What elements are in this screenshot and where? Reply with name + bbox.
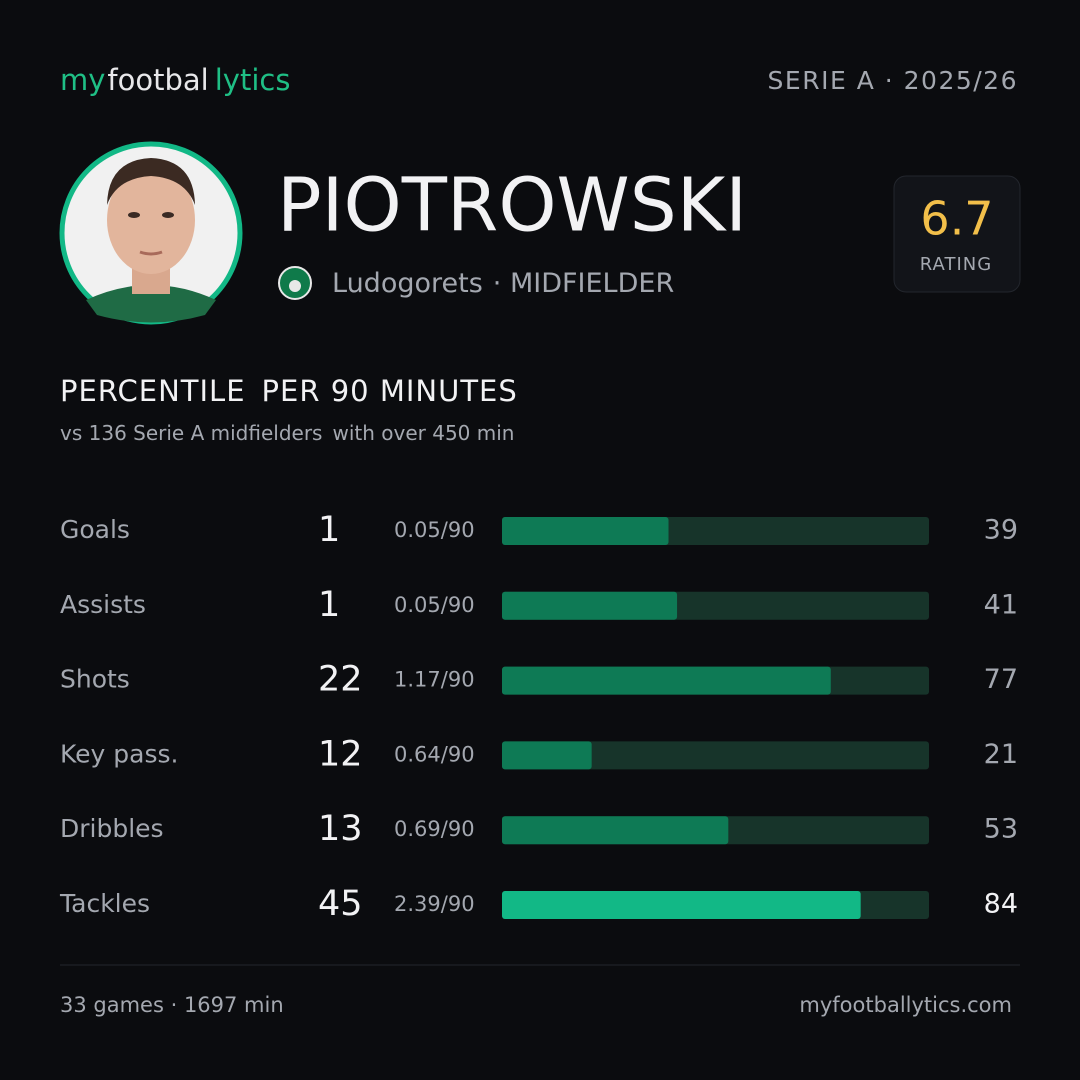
section-title: PERCENTILE PER 90 MINUTES bbox=[60, 374, 518, 408]
percentile-label: 41 bbox=[984, 589, 1018, 620]
stat-name: Key pass. bbox=[60, 739, 178, 768]
stat-total: 22 bbox=[318, 660, 363, 700]
player-subtitle: Ludogorets · MIDFIELDER bbox=[332, 268, 674, 299]
stat-total: 45 bbox=[318, 884, 363, 924]
brand: myfootbal lytics bbox=[60, 63, 290, 97]
stat-per90: 1.17/90 bbox=[394, 668, 475, 692]
club: Ludogorets bbox=[332, 268, 483, 299]
percentile-label: 53 bbox=[984, 814, 1018, 845]
section-subtitle-part: with over 450 min bbox=[332, 421, 514, 445]
league: SERIE A · 2025/26 bbox=[768, 66, 1018, 95]
bar bbox=[502, 517, 669, 545]
section-title-part: PERCENTILE bbox=[60, 374, 246, 408]
footer-summary: 33 games · 1697 min bbox=[60, 993, 284, 1017]
percentile-label: 77 bbox=[984, 664, 1018, 695]
club-badge bbox=[278, 266, 312, 300]
rating-value: 6.7 bbox=[920, 192, 993, 246]
bar-track bbox=[502, 741, 929, 770]
section-title-part: PER 90 MINUTES bbox=[262, 374, 518, 408]
bar bbox=[502, 891, 861, 919]
stat-per90: 0.64/90 bbox=[394, 742, 475, 766]
footer-site: myfootballytics.com bbox=[799, 993, 1012, 1017]
stat-total: 1 bbox=[318, 585, 340, 625]
percentile-label: 21 bbox=[984, 739, 1018, 770]
stat-name: Tackles bbox=[59, 889, 150, 918]
stat-total: 1 bbox=[318, 510, 340, 550]
stat-per90: 0.69/90 bbox=[394, 817, 475, 841]
percentile-label: 39 bbox=[984, 515, 1018, 546]
bar bbox=[502, 666, 831, 695]
stat-rows: Goals 1 0.05/90 39 Assists 1 0.05/90 41 Shots 22 1… bbox=[59, 510, 1018, 924]
stat-total: 12 bbox=[318, 734, 363, 774]
stat-name: Shots bbox=[60, 665, 130, 694]
section-subtitle-part: vs 136 Serie A midfielders bbox=[60, 421, 322, 445]
stat-total: 13 bbox=[318, 809, 363, 849]
rating-label: RATING bbox=[920, 254, 992, 275]
stat-name: Dribbles bbox=[60, 814, 164, 843]
percentile-label: 84 bbox=[984, 889, 1018, 920]
section-subtitle: vs 136 Serie A midfielders with over 450 … bbox=[60, 421, 514, 445]
bar bbox=[502, 591, 678, 620]
stat-per90: 2.39/90 bbox=[394, 892, 475, 916]
stat-per90: 0.05/90 bbox=[394, 518, 475, 542]
bar bbox=[502, 816, 729, 845]
position: · MIDFIELDER bbox=[493, 268, 674, 299]
rating-box bbox=[893, 175, 1021, 293]
stat-name: Goals bbox=[60, 515, 130, 544]
brand-part: lytics bbox=[215, 63, 291, 97]
bar bbox=[502, 741, 592, 770]
player-photo bbox=[59, 141, 243, 325]
brand-part: my bbox=[60, 63, 105, 97]
player-name: PIOTROWSKI bbox=[277, 163, 747, 249]
brand-part: footbal bbox=[107, 63, 208, 97]
stat-per90: 0.05/90 bbox=[394, 593, 475, 617]
stat-name: Assists bbox=[60, 590, 146, 619]
